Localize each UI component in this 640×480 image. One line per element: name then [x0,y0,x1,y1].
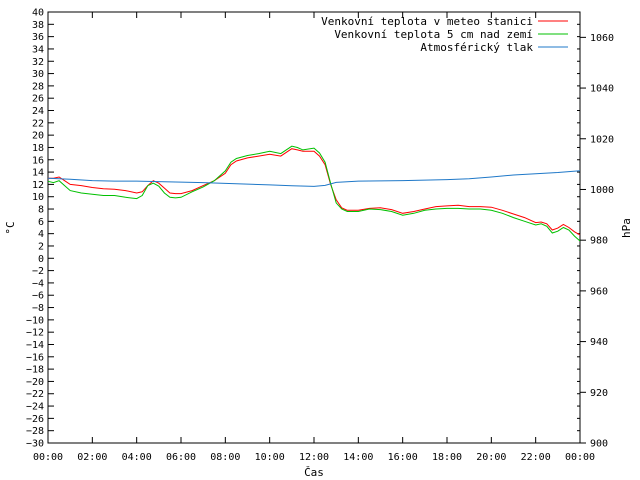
y-tick-label: 36 [32,32,44,43]
y-tick-label: 16 [32,155,44,166]
y-tick-label: −8 [32,303,44,314]
right-axis-ticks: 1060 1040 1020 1000 980 960 940 920 900 [580,33,614,450]
x-tick-label: 00:00 [33,452,63,463]
y-tick-label: 24 [32,106,44,117]
y-tick-label: −16 [26,352,44,363]
x-tick-label: 06:00 [166,452,196,463]
y-tick-label: 22 [32,118,44,129]
y2-tick-label: 1040 [590,84,614,95]
y-tick-label: −6 [32,291,44,302]
y-tick-label: 0 [38,254,44,265]
y-tick-label: −22 [26,389,44,400]
y-tick-label: −26 [26,414,44,425]
y-tick-label: −24 [26,402,44,413]
x-axis-label: Čas [304,466,324,479]
x-tick-label: 14:00 [343,452,373,463]
legend: Venkovní teplota v meteo staniciVenkovní… [321,15,568,54]
y-tick-label: 4 [38,229,44,240]
y-tick-label: 32 [32,57,44,68]
y-tick-label: −4 [32,278,44,289]
y2-tick-label: 1020 [590,134,614,145]
y-tick-label: 18 [32,143,44,154]
x-tick-label: 04:00 [122,452,152,463]
legend-label-3: Atmosférický tlak [420,41,533,54]
y-tick-label: 8 [38,205,44,216]
y2-tick-label: 920 [590,388,608,399]
y-tick-label: 40 [32,8,44,19]
x-axis-ticks: 00:00 02:00 04:00 06:00 08:00 10:00 12:00 14:00… [33,12,595,463]
x-tick-label: 16:00 [388,452,418,463]
y-tick-label: 34 [32,44,44,55]
y-tick-label: 6 [38,217,44,228]
y-tick-label: −28 [26,426,44,437]
y-tick-label: 2 [38,241,44,252]
y-tick-label: 14 [32,168,44,179]
y-tick-label: −20 [26,377,44,388]
y-tick-label: 26 [32,94,44,105]
y-tick-label: 28 [32,81,44,92]
x-tick-label: 12:00 [299,452,329,463]
x-tick-label: 22:00 [521,452,551,463]
x-tick-label: 10:00 [255,452,285,463]
y-tick-label: 12 [32,180,44,191]
left-axis-ticks: 4038363432302826242220181614121086420−2−… [26,8,580,450]
x-tick-label: 00:00 [565,452,595,463]
x-tick-label: 08:00 [210,452,240,463]
series-line-3 [47,170,581,187]
y2-tick-label: 1000 [590,185,614,196]
y2-tick-label: 1060 [590,33,614,44]
y2-tick-label: 980 [590,236,608,247]
y2-tick-label: 960 [590,286,608,297]
y2-axis-label: hPa [620,218,633,238]
y-tick-label: −12 [26,328,44,339]
y2-tick-label: 940 [590,337,608,348]
y-tick-label: 30 [32,69,44,80]
y-tick-label: 20 [32,131,44,142]
x-tick-label: 18:00 [432,452,462,463]
series-layer [47,145,581,242]
x-tick-label: 02:00 [77,452,107,463]
y-axis-label: °C [4,221,17,234]
y-tick-label: −14 [26,340,44,351]
x-tick-label: 20:00 [476,452,506,463]
y-tick-label: −2 [32,266,44,277]
plot-frame [47,11,581,444]
y-tick-label: −30 [26,439,44,450]
y-tick-label: 38 [32,20,44,31]
legend-label-2: Venkovní teplota 5 cm nad zemí [334,28,533,41]
series-line-1 [48,148,581,236]
y-tick-label: 10 [32,192,44,203]
series-line-2 [47,145,581,242]
y2-tick-label: 900 [590,439,608,450]
y-tick-label: −10 [26,315,44,326]
y-tick-label: −18 [26,365,44,376]
legend-label-1: Venkovní teplota v meteo stanici [321,15,533,28]
